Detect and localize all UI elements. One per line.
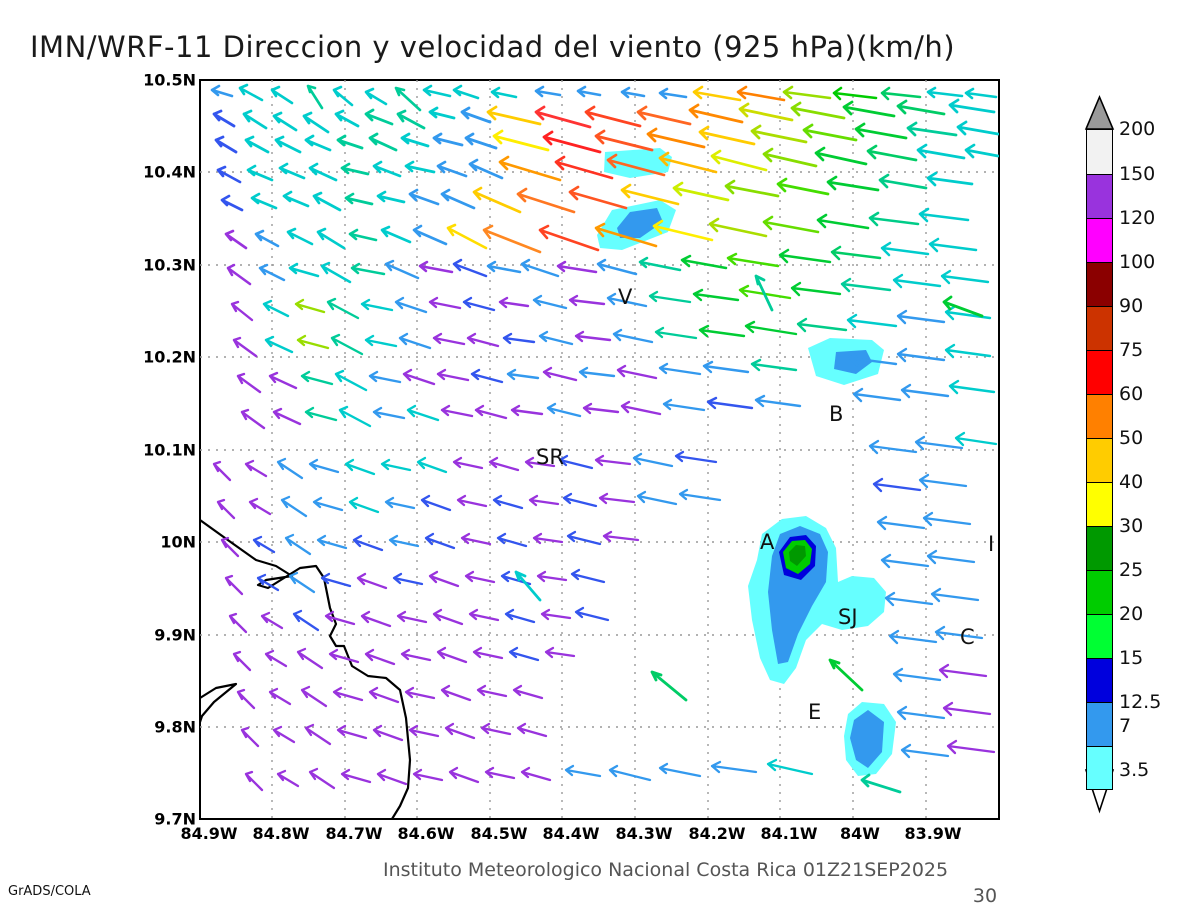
colorbar-tick-100: 100 [1119,251,1156,273]
colorbar-tick-150: 150 [1119,163,1156,185]
x-tick-label: 83.9W [904,824,962,843]
y-tick-label: 9.8N [154,717,196,737]
colorbar-tick-90: 90 [1119,295,1144,317]
x-tick-label: 84.4W [542,824,600,843]
colorbar-tick-7: 7 [1119,715,1132,737]
x-tick-label: 84W [840,824,880,843]
colorbar-band-25[interactable] [1086,526,1113,570]
colorbar-band-75[interactable] [1086,306,1113,350]
y-tick-label: 9.7N [154,809,196,829]
y-tick-label: 10.1N [143,440,196,460]
footer-software: GrADS/COLA [8,884,91,899]
x-tick-label: 84.1W [760,824,818,843]
x-tick-label: 84.9W [180,824,238,843]
y-tick-label: 10N [160,532,196,552]
colorbar-tick-30: 30 [1119,515,1144,537]
colorbar-band-15[interactable] [1086,614,1113,658]
colorbar-tick-3point5: 3.5 [1119,759,1150,781]
colorbar-band-60[interactable] [1086,350,1113,394]
colorbar-tick-15: 15 [1119,647,1144,669]
page-title: IMN/WRF-11 Direccion y velocidad del vie… [30,30,956,64]
colorbar-tick-75: 75 [1119,339,1144,361]
colorbar-tick-60: 60 [1119,383,1144,405]
colorbar-band-90[interactable] [1086,262,1113,306]
x-tick-label: 84.3W [615,824,673,843]
colorbar-band-12point5[interactable] [1086,658,1113,702]
colorbar-tick-50: 50 [1119,427,1144,449]
colorbar-band-30[interactable] [1086,482,1113,526]
colorbar-band-3point5[interactable] [1086,746,1113,790]
colorbar-tick-12point5: 12.5 [1119,691,1162,713]
colorbar-band-20[interactable] [1086,570,1113,614]
footer-page-number: 30 [972,885,998,907]
colorbar-tick-25: 25 [1119,559,1144,581]
colorbar-top-arrow [1084,94,1115,130]
map-plot-area[interactable] [199,79,1000,820]
colorbar-tick-120: 120 [1119,207,1156,229]
footer-attribution: Instituto Meteorologico Nacional Costa R… [383,859,949,881]
y-tick-label: 10.2N [143,347,196,367]
colorbar-bands[interactable] [1086,129,1113,790]
colorbar-band-40[interactable] [1086,438,1113,482]
x-tick-label: 84.8W [252,824,310,843]
colorbar-tick-20: 20 [1119,603,1144,625]
colorbar-tick-40: 40 [1119,471,1144,493]
y-tick-label: 10.5N [143,70,196,90]
colorbar-tick-200: 200 [1119,118,1156,140]
y-tick-label: 9.9N [154,625,196,645]
colorbar-band-50[interactable] [1086,394,1113,438]
colorbar-band-7[interactable] [1086,702,1113,746]
y-tick-label: 10.4N [143,162,196,182]
x-tick-label: 84.5W [470,824,528,843]
x-tick-label: 84.6W [397,824,455,843]
x-tick-label: 84.2W [688,824,746,843]
colorbar-band-120[interactable] [1086,174,1113,218]
colorbar-band-150[interactable] [1086,129,1113,174]
x-tick-label: 84.7W [325,824,383,843]
colorbar-band-100[interactable] [1086,218,1113,262]
y-tick-label: 10.3N [143,255,196,275]
